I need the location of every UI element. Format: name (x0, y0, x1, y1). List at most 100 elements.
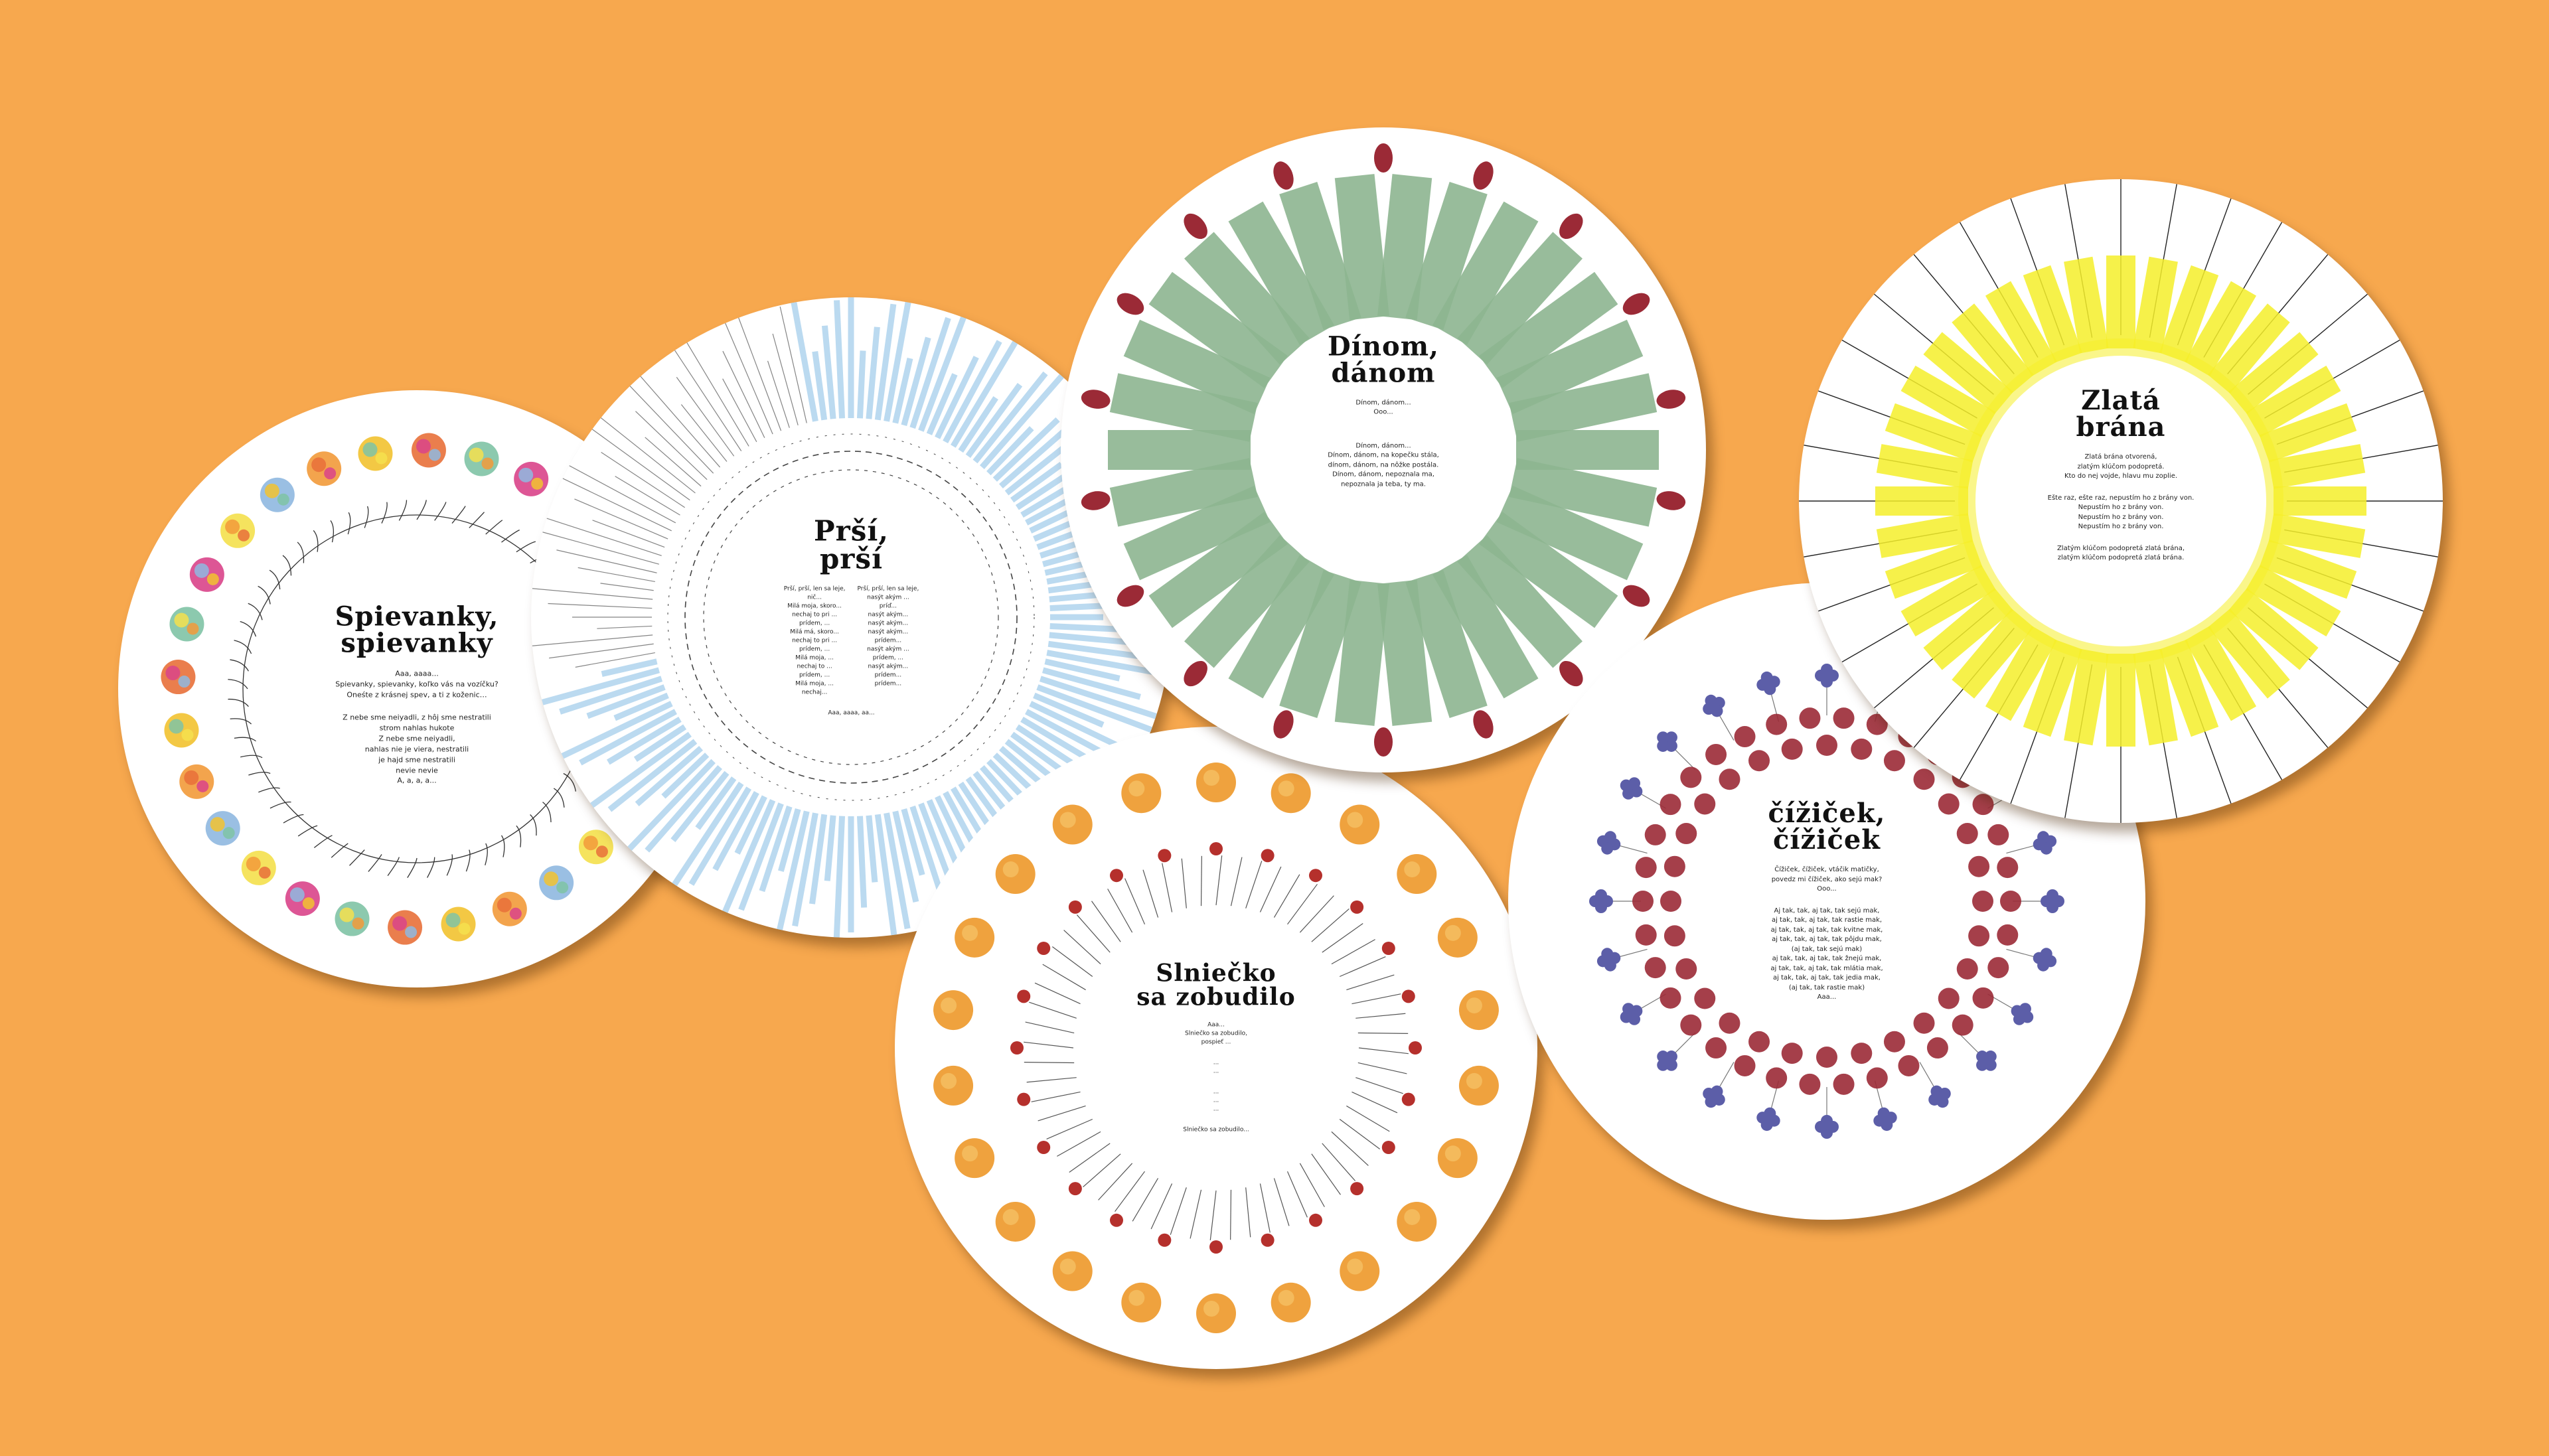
red-poppy (1987, 824, 2009, 845)
red-berry (1068, 1182, 1082, 1196)
red-berry (1209, 842, 1223, 855)
prsi-title-line2: prší (819, 542, 884, 575)
purple-flower (1976, 1051, 1997, 1071)
red-poppy (1644, 957, 1666, 979)
decorative-ball (179, 764, 214, 799)
decorative-ball (578, 830, 613, 865)
decorative-ball (388, 910, 423, 945)
red-poppy (1680, 766, 1702, 788)
purple-flower (2011, 1003, 2034, 1025)
red-poppy (1799, 707, 1821, 729)
decorative-ball (514, 461, 549, 496)
red-poppy (1719, 1012, 1740, 1034)
dancer-figure (1273, 710, 1294, 739)
red-berry (1381, 942, 1395, 955)
purple-flower (1928, 1085, 1951, 1108)
red-poppy (1913, 768, 1935, 790)
zlata-outro: Zlatým klúčom podopretá zlatá brána, zla… (2056, 544, 2185, 561)
red-poppy (1913, 1012, 1935, 1034)
red-berry (1401, 1092, 1415, 1106)
dancer-figure (1374, 727, 1393, 757)
zlata-artwork (1799, 179, 2443, 823)
slnicko-verse2: ... ... ... (1213, 1088, 1219, 1113)
decorative-ball (164, 713, 199, 748)
dancer-figure (1559, 213, 1583, 240)
decorative-ball (220, 513, 256, 548)
decorative-ball (169, 607, 204, 642)
disc-dinom: Dínom, dánom Dínom, dánom... Ooo... Díno… (1061, 127, 1706, 772)
red-berry (1309, 1213, 1322, 1227)
dinom-text: Dínom, dánom Dínom, dánom... Ooo... Díno… (1284, 330, 1483, 490)
zlata-text: Zlatá brána Zlatá brána otvorená, zlatým… (2021, 387, 2220, 563)
dinom-intro: Dínom, dánom... Ooo... (1355, 398, 1411, 416)
disc-slnicko: Slniečko sa zobudilo Aaa... Slniečko sa … (895, 727, 1537, 1369)
purple-flower (1703, 1085, 1725, 1108)
purple-flower (2041, 889, 2064, 913)
red-berry (1261, 849, 1274, 863)
decorative-ball (464, 441, 499, 476)
spievanky-title-line2: spievanky (341, 627, 493, 659)
red-poppy (1866, 713, 1888, 735)
red-poppy (1635, 857, 1657, 879)
dinom-title-line1: Dínom, (1328, 330, 1439, 362)
red-poppy (1705, 743, 1727, 765)
red-berry (1309, 869, 1322, 883)
dinom-verse: Dínom, dánom... Dínom, dánom, na kopečku… (1328, 441, 1439, 488)
red-berry (1381, 1141, 1395, 1154)
purple-flower (1873, 1107, 1897, 1131)
purple-flower (1815, 1115, 1839, 1139)
spievanky-title: Spievanky, spievanky (307, 603, 526, 656)
purple-flower (2033, 948, 2057, 972)
purple-flower (1756, 1107, 1780, 1131)
slnicko-verse1: ... ... (1213, 1059, 1219, 1075)
red-poppy (1663, 925, 1685, 947)
red-berry (1209, 1240, 1223, 1254)
red-poppy (1799, 1073, 1821, 1095)
dancer-figure (1622, 585, 1650, 607)
red-poppy (1766, 713, 1788, 735)
decorative-ball (260, 477, 295, 512)
dancer-figure (1184, 660, 1207, 687)
red-berry (1110, 1213, 1123, 1227)
red-berry (1017, 989, 1031, 1003)
red-poppy (1972, 794, 1994, 816)
red-poppy (1675, 958, 1697, 980)
purple-flower (1596, 831, 1621, 855)
cizicek-title: čížiček, čížiček (1727, 800, 1926, 853)
red-poppy (1660, 891, 1681, 912)
cizicek-text: čížiček, čížiček Čížiček, čížiček, vtáči… (1727, 800, 1926, 1003)
dancer-figure (1622, 293, 1650, 315)
slnicko-title-line1: Slniečko (1156, 959, 1276, 987)
red-poppy (1968, 925, 1990, 947)
zlata-title-line2: brána (2076, 411, 2166, 443)
decorative-ball (241, 850, 276, 885)
red-berry (1158, 1233, 1172, 1247)
prsi-lyrics-left: Prší, prší, len sa leje, nič... Milá moj… (783, 585, 846, 696)
prsi-text: Prší, prší Prší, prší, len sa leje, nič.… (759, 517, 945, 718)
decorative-ball (189, 557, 224, 592)
red-berry (1401, 989, 1415, 1003)
red-berry (1350, 1182, 1364, 1196)
red-poppy (1748, 750, 1770, 772)
dancer-figure (1656, 491, 1686, 510)
red-berry (1261, 1233, 1274, 1247)
red-berry (1350, 900, 1364, 914)
red-poppy (1851, 1043, 1873, 1064)
zlata-title: Zlatá brána (2021, 387, 2220, 443)
red-poppy (1997, 924, 2019, 946)
red-berry (1158, 849, 1172, 863)
red-poppy (1632, 891, 1654, 912)
red-poppy (1734, 726, 1756, 748)
decorative-ball (358, 436, 393, 471)
slnicko-title: Slniečko sa zobudilo (1113, 961, 1319, 1009)
dancer-figure (1184, 213, 1207, 240)
purple-flower (1756, 671, 1780, 695)
red-poppy (1898, 1055, 1920, 1076)
zlata-intro: Zlatá brána otvorená, zlatým klúčom podo… (2064, 453, 2178, 480)
red-poppy (1635, 924, 1657, 946)
red-poppy (1938, 987, 1960, 1009)
red-poppy (1705, 1037, 1727, 1059)
dancer-figure (1559, 660, 1583, 687)
red-poppy (1972, 891, 1993, 912)
dancer-figure (1117, 293, 1144, 315)
